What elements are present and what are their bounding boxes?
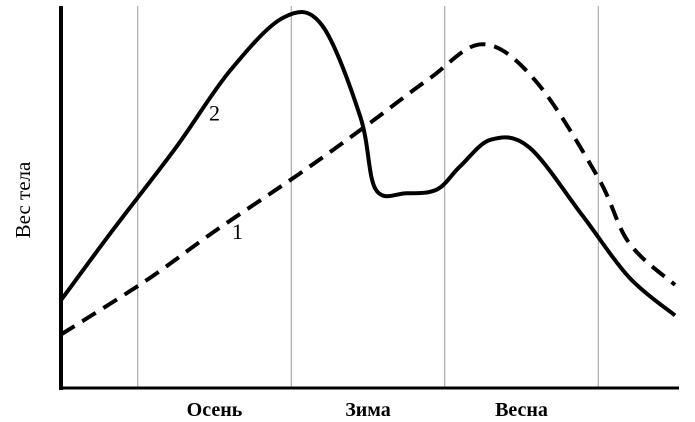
y-axis-label: Вес тела bbox=[11, 161, 35, 238]
series-labels: 12 bbox=[209, 101, 243, 244]
x-tick-label: Зима bbox=[345, 399, 391, 421]
series-group bbox=[59, 10, 677, 337]
axes bbox=[59, 6, 679, 390]
series-label-2: 2 bbox=[209, 101, 220, 126]
x-tick-labels: Осень Зима Весна bbox=[187, 399, 548, 421]
series-label-1: 1 bbox=[232, 219, 243, 244]
grid-lines bbox=[137, 6, 599, 388]
x-tick-label: Весна bbox=[495, 399, 548, 421]
series-line-1 bbox=[59, 42, 677, 337]
series-line-2 bbox=[59, 10, 677, 317]
x-tick-label: Осень bbox=[187, 399, 243, 421]
